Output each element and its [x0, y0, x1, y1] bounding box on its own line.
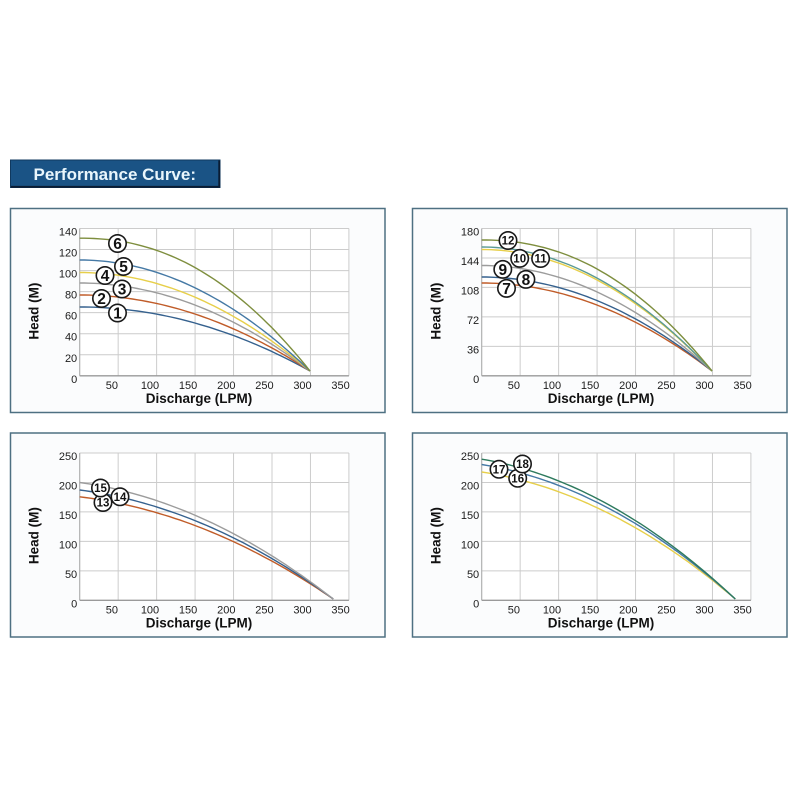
svg-text:4: 4	[101, 268, 110, 285]
svg-text:108: 108	[461, 285, 479, 297]
svg-text:350: 350	[733, 380, 751, 392]
svg-text:11: 11	[535, 254, 548, 266]
svg-text:50: 50	[508, 380, 520, 392]
svg-text:13: 13	[97, 498, 110, 510]
svg-text:150: 150	[461, 510, 479, 522]
svg-text:80: 80	[65, 290, 77, 302]
svg-text:250: 250	[255, 604, 273, 616]
svg-text:300: 300	[695, 380, 713, 392]
svg-text:50: 50	[106, 604, 118, 616]
svg-text:150: 150	[179, 604, 197, 616]
svg-text:100: 100	[59, 539, 77, 551]
svg-text:Discharge (LPM): Discharge (LPM)	[548, 391, 655, 406]
svg-text:250: 250	[461, 451, 479, 463]
svg-text:20: 20	[65, 353, 77, 365]
svg-text:50: 50	[106, 380, 118, 392]
svg-text:Head (M): Head (M)	[428, 283, 443, 340]
svg-text:50: 50	[467, 569, 479, 581]
svg-text:150: 150	[581, 380, 599, 392]
svg-text:250: 250	[255, 380, 273, 392]
svg-text:Discharge (LPM): Discharge (LPM)	[146, 391, 253, 406]
svg-text:12: 12	[502, 236, 515, 248]
svg-text:16: 16	[511, 473, 524, 485]
svg-text:5: 5	[119, 259, 128, 276]
svg-text:100: 100	[461, 539, 479, 551]
svg-text:10: 10	[513, 254, 526, 266]
svg-text:300: 300	[293, 380, 311, 392]
svg-text:72: 72	[467, 315, 479, 327]
svg-text:100: 100	[59, 269, 77, 281]
svg-text:Head (M): Head (M)	[26, 283, 41, 340]
svg-text:100: 100	[543, 604, 561, 616]
svg-text:0: 0	[71, 598, 77, 610]
svg-text:350: 350	[331, 380, 349, 392]
svg-text:15: 15	[94, 483, 107, 495]
svg-text:36: 36	[467, 344, 479, 356]
svg-text:60: 60	[65, 311, 77, 323]
svg-text:180: 180	[461, 227, 479, 239]
svg-text:150: 150	[581, 604, 599, 616]
svg-text:Head (M): Head (M)	[26, 507, 41, 564]
svg-text:250: 250	[657, 380, 675, 392]
svg-text:7: 7	[502, 281, 511, 298]
svg-text:140: 140	[59, 227, 77, 239]
svg-text:120: 120	[59, 248, 77, 260]
svg-text:150: 150	[59, 510, 77, 522]
svg-text:50: 50	[65, 569, 77, 581]
svg-text:Discharge (LPM): Discharge (LPM)	[548, 615, 655, 630]
svg-text:40: 40	[65, 332, 77, 344]
svg-text:250: 250	[657, 604, 675, 616]
svg-text:Performance Curve:: Performance Curve:	[34, 165, 197, 184]
svg-text:200: 200	[461, 481, 479, 493]
svg-text:18: 18	[516, 459, 529, 471]
svg-text:150: 150	[179, 380, 197, 392]
svg-text:350: 350	[733, 604, 751, 616]
svg-text:144: 144	[461, 256, 479, 268]
svg-text:1: 1	[113, 306, 122, 323]
svg-text:17: 17	[493, 464, 506, 476]
svg-text:0: 0	[71, 374, 77, 386]
svg-text:250: 250	[59, 451, 77, 463]
svg-text:200: 200	[619, 604, 637, 616]
svg-text:50: 50	[508, 604, 520, 616]
svg-text:200: 200	[59, 481, 77, 493]
svg-text:3: 3	[118, 282, 127, 299]
svg-text:Head (M): Head (M)	[428, 507, 443, 564]
svg-text:100: 100	[543, 380, 561, 392]
svg-text:8: 8	[522, 272, 531, 289]
svg-text:200: 200	[217, 380, 235, 392]
svg-text:6: 6	[113, 236, 122, 253]
svg-text:0: 0	[473, 598, 479, 610]
svg-text:0: 0	[473, 374, 479, 386]
svg-text:100: 100	[141, 380, 159, 392]
svg-text:350: 350	[331, 604, 349, 616]
svg-text:300: 300	[293, 604, 311, 616]
svg-text:200: 200	[619, 380, 637, 392]
svg-text:Discharge (LPM): Discharge (LPM)	[146, 615, 253, 630]
svg-text:9: 9	[498, 262, 507, 279]
svg-text:300: 300	[695, 604, 713, 616]
svg-text:100: 100	[141, 604, 159, 616]
svg-text:200: 200	[217, 604, 235, 616]
svg-text:14: 14	[114, 492, 127, 504]
svg-text:2: 2	[97, 291, 106, 308]
